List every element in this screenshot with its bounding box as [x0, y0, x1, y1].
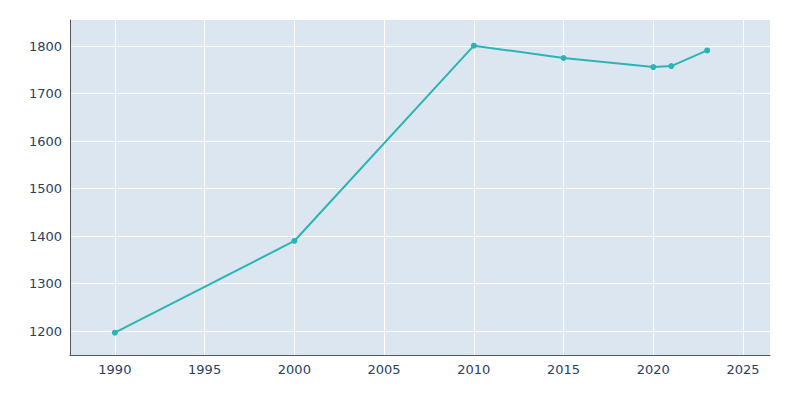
svg-text:2025: 2025: [727, 362, 760, 377]
svg-text:2015: 2015: [547, 362, 580, 377]
svg-text:2020: 2020: [637, 362, 670, 377]
svg-text:1200: 1200: [29, 324, 62, 339]
svg-text:2010: 2010: [457, 362, 490, 377]
svg-text:1500: 1500: [29, 181, 62, 196]
svg-text:1700: 1700: [29, 86, 62, 101]
svg-text:2005: 2005: [368, 362, 401, 377]
svg-text:1990: 1990: [98, 362, 131, 377]
svg-text:1995: 1995: [188, 362, 221, 377]
svg-text:1300: 1300: [29, 276, 62, 291]
svg-text:2000: 2000: [278, 362, 311, 377]
svg-text:1400: 1400: [29, 229, 62, 244]
svg-text:1800: 1800: [29, 39, 62, 54]
svg-text:1600: 1600: [29, 134, 62, 149]
